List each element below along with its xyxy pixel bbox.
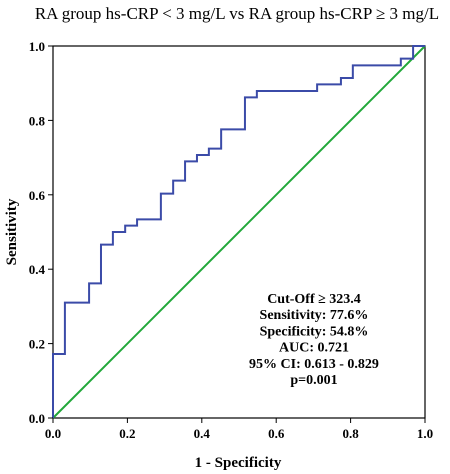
y-tick-label: 0.6 — [29, 188, 46, 203]
annotation-line: Sensitivity: 77.6% — [260, 308, 369, 323]
x-tick-label: 0.2 — [119, 426, 135, 441]
x-tick-label: 0.8 — [342, 426, 359, 441]
annotation-line: p=0.001 — [290, 373, 337, 388]
x-tick-label: 0.0 — [45, 426, 61, 441]
annotation-line: AUC: 0.721 — [279, 341, 349, 356]
y-tick-label: 0.0 — [29, 411, 45, 426]
y-tick-label: 0.8 — [29, 113, 46, 128]
plot-area: 0.0 0.2 0.4 0.6 0.8 1.0 0.0 0.2 0.4 0.6 0.8 1.0 — [29, 39, 433, 441]
annotation-line: Cut-Off ≥ 323.4 — [267, 292, 361, 307]
y-tick-label: 0.4 — [29, 262, 46, 277]
roc-curve-line — [52, 45, 425, 418]
x-axis-label: 1 - Specificity — [195, 455, 282, 471]
plot-frame — [52, 45, 426, 419]
reference-line — [52, 45, 426, 419]
chart-title: RA group hs-CRP < 3 mg/L vs RA group hs-… — [35, 4, 439, 23]
x-tick-label: 0.6 — [268, 426, 285, 441]
y-axis-label: Sensitivity — [4, 198, 20, 265]
annotation-line: Specificity: 54.8% — [260, 324, 369, 339]
x-tick-label: 1.0 — [417, 426, 433, 441]
x-tick-label: 0.4 — [194, 426, 211, 441]
y-tick-label: 0.2 — [29, 337, 45, 352]
y-tick-label: 1.0 — [29, 39, 45, 54]
annotation-line: 95% CI: 0.613 - 0.829 — [249, 357, 379, 372]
